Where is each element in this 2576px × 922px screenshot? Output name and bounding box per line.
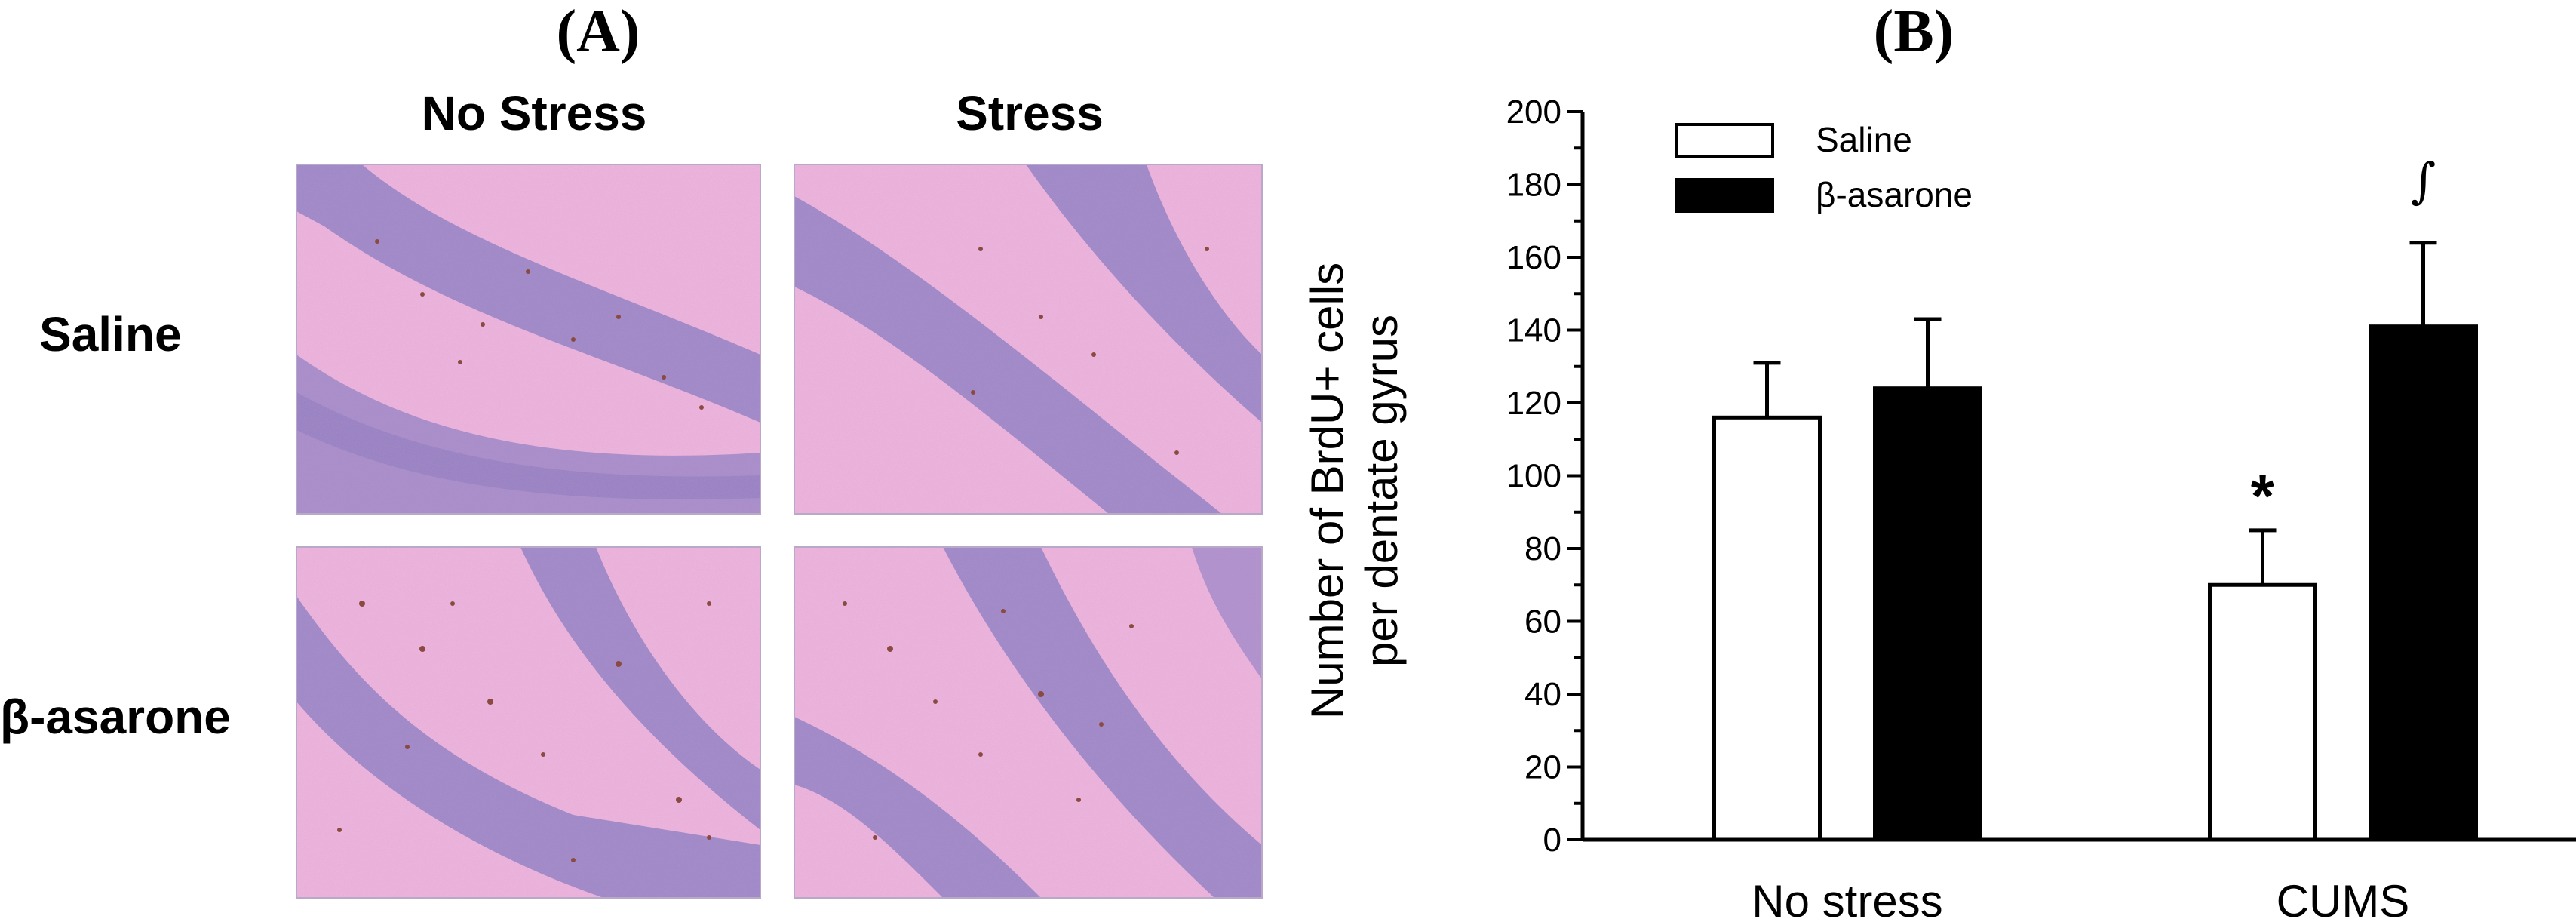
- micrograph-no-stress-saline: [296, 164, 760, 514]
- bar-chart: 0 20 40 60 80 100 120 140 160 180 200 Number of Brd…: [1302, 94, 2576, 922]
- column-label-stress: Stress: [956, 86, 1104, 140]
- significance-annotation: *: [2251, 463, 2275, 530]
- bar: [1712, 415, 1822, 842]
- bar: [2208, 582, 2317, 842]
- x-category-label: No stress: [1752, 876, 1942, 922]
- y-tick-label: 0: [1543, 822, 1561, 859]
- row-label-saline: Saline: [39, 307, 182, 361]
- y-tick-label: 40: [1524, 676, 1561, 713]
- micrograph-frame: [296, 164, 761, 515]
- row-label-beta-asarone: β-asarone: [0, 690, 231, 744]
- y-tick-label: 140: [1506, 312, 1561, 349]
- significance-annotation: ∫: [2411, 154, 2436, 210]
- legend-swatch: [1675, 123, 1774, 158]
- y-tick-label: 20: [1524, 749, 1561, 786]
- micrograph-stress-beta-asarone: [794, 547, 1262, 898]
- micrograph-frame: [296, 546, 761, 899]
- panel-b-letter: (B): [1874, 0, 1954, 65]
- y-tick-label: 160: [1506, 239, 1561, 276]
- y-axis-title-line: Number of BrdU+ cells: [1302, 263, 1352, 719]
- micrograph-frame: [794, 164, 1263, 515]
- y-axis-title: Number of BrdU+ cellsper dentate gyrus: [1302, 263, 1407, 719]
- y-tick-label: 120: [1506, 385, 1561, 422]
- y-tick-label: 180: [1506, 167, 1561, 204]
- column-label-no-stress: No Stress: [422, 86, 647, 140]
- bar: [1873, 386, 1982, 842]
- legend-swatch: [1675, 178, 1774, 213]
- micrograph-frame: [794, 546, 1263, 899]
- y-tick-label: 200: [1506, 94, 1561, 131]
- micrograph-stress-saline: [794, 164, 1262, 514]
- bar: [2369, 324, 2478, 842]
- y-tick-label: 80: [1524, 530, 1561, 567]
- micrograph-no-stress-beta-asarone: [296, 547, 760, 898]
- y-axis-title-line: per dentate gyrus: [1356, 315, 1407, 667]
- panel-a-letter: (A): [556, 0, 640, 65]
- legend-label: Saline: [1816, 120, 1912, 159]
- x-category-label: CUMS: [2277, 876, 2410, 922]
- y-tick-label: 60: [1524, 604, 1561, 641]
- y-tick-label: 100: [1506, 458, 1561, 495]
- legend-label: β-asarone: [1816, 175, 1973, 214]
